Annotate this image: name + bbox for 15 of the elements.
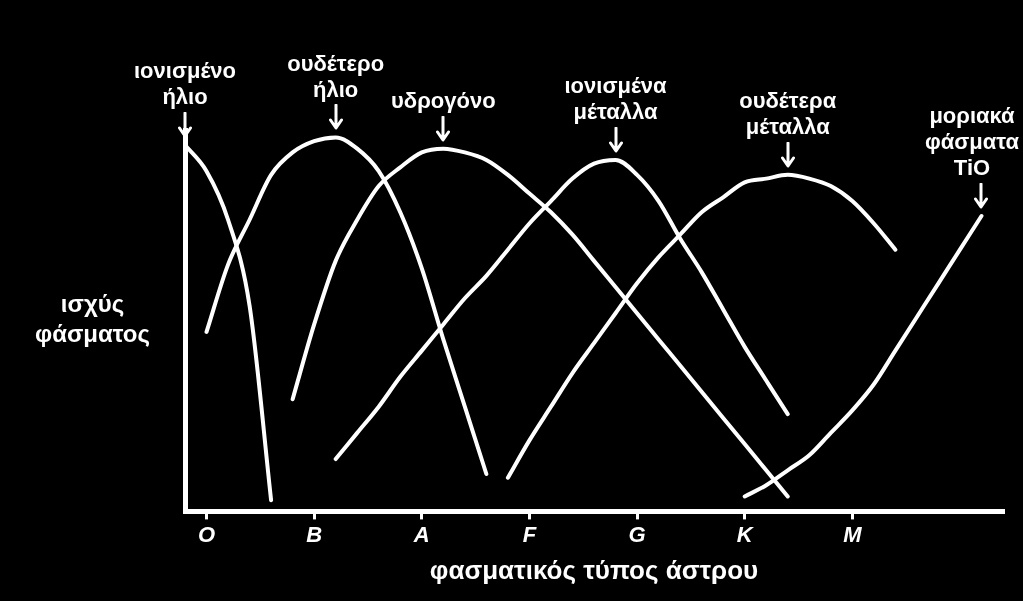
- x-tick-label: M: [843, 521, 863, 547]
- x-tick-label: F: [522, 521, 537, 547]
- x-tick-label: A: [412, 521, 430, 547]
- x-tick-label: O: [197, 521, 216, 547]
- x-axis-title: φασματικός τύπος άστρου: [429, 554, 759, 585]
- text: ιονισμένο ήλιο: [133, 58, 237, 110]
- text: ουδέτερο ήλιο: [287, 50, 385, 102]
- text: ιονισμένα μέταλλα: [564, 72, 668, 124]
- y-axis-title: ισχύς φάσματος: [35, 290, 150, 348]
- text: μοριακά φάσματα TiO: [924, 103, 1020, 181]
- x-tick-label: B: [306, 521, 323, 547]
- series-label: ουδέτερα μέταλλα: [739, 87, 837, 139]
- text: υδρογόνο: [391, 87, 496, 113]
- x-tick-label: K: [736, 521, 755, 547]
- x-tick-label: G: [628, 521, 646, 547]
